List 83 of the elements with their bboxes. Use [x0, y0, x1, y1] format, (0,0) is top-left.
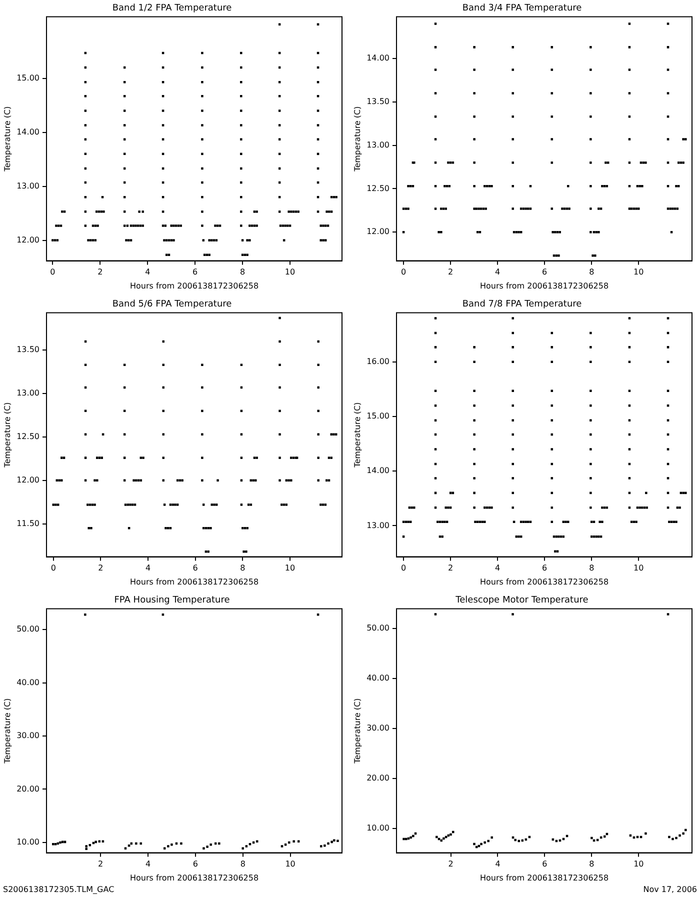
x-tick-label: 4 — [145, 860, 151, 869]
x-tick-label: 0 — [401, 564, 406, 573]
x-tick-label: 8 — [240, 564, 246, 573]
y-tick-label: 12.00 — [366, 227, 390, 236]
x-tick-label: 2 — [448, 860, 454, 869]
x-tick-label: 0 — [50, 564, 56, 573]
x-axis-title: Hours from 2006138172306258 — [480, 577, 609, 586]
x-tick-label: 6 — [192, 860, 198, 869]
y-axis-title: Temperature (C) — [2, 698, 12, 764]
y-axis-title: Temperature (C) — [352, 698, 362, 764]
x-tick-label: 4 — [495, 268, 500, 277]
x-axis-title: Hours from 2006138172306258 — [480, 873, 609, 882]
x-tick-label: 10 — [284, 268, 296, 277]
y-tick-label: 13.00 — [16, 388, 40, 398]
x-axis-title: Hours from 2006138172306258 — [480, 281, 609, 290]
x-tick-label: 8 — [589, 564, 594, 573]
x-tick-label: 6 — [192, 564, 198, 573]
chart-title: Band 5/6 FPA Temperature — [112, 300, 232, 310]
x-tick-label: 6 — [542, 268, 548, 277]
x-tick-label: 0 — [401, 268, 406, 277]
x-axis-title: Hours from 2006138172306258 — [130, 281, 259, 290]
y-tick-label: 13.00 — [366, 520, 390, 530]
y-tick-label: 15.00 — [366, 412, 390, 421]
y-tick-label: 50.00 — [16, 624, 40, 634]
x-axis-title: Hours from 2006138172306258 — [130, 577, 259, 586]
y-tick-label: 50.00 — [366, 623, 390, 632]
y-tick-label: 12.00 — [16, 235, 40, 244]
y-tick-label: 12.50 — [366, 184, 390, 193]
chart-title: Band 3/4 FPA Temperature — [462, 4, 582, 14]
x-tick-label: 4 — [145, 268, 150, 277]
chart-title: FPA Housing Temperature — [114, 596, 230, 606]
y-tick-label: 13.00 — [366, 140, 390, 150]
y-tick-label: 40.00 — [16, 678, 40, 687]
y-tick-label: 13.50 — [16, 345, 40, 354]
y-tick-label: 12.00 — [16, 475, 40, 484]
chart-title: Band 7/8 FPA Temperature — [462, 300, 582, 310]
y-axis-title: Temperature (C) — [352, 106, 362, 172]
x-tick-label: 8 — [589, 860, 594, 869]
y-tick-label: 40.00 — [366, 673, 390, 682]
x-tick-label: 10 — [634, 564, 644, 573]
x-tick-label: 10 — [285, 860, 296, 869]
y-tick-label: 14.00 — [366, 466, 390, 476]
x-tick-label: 4 — [495, 860, 500, 869]
x-tick-label: 6 — [542, 564, 548, 573]
chart-title: Band 1/2 FPA Temperature — [112, 4, 232, 14]
x-tick-label: 2 — [98, 268, 103, 277]
text: S2006138172305.TLM_GAC — [2, 885, 116, 894]
x-tick-label: 10 — [634, 268, 644, 277]
y-tick-label: 10.00 — [16, 838, 40, 847]
y-tick-label: 20.00 — [366, 774, 390, 783]
y-tick-label: 16.00 — [366, 357, 390, 366]
x-tick-label: 2 — [448, 564, 454, 573]
y-tick-label: 13.50 — [366, 96, 390, 106]
x-tick-label: 8 — [240, 268, 246, 277]
x-tick-label: 8 — [240, 860, 246, 869]
x-tick-label: 4 — [495, 564, 500, 573]
x-tick-label: 0 — [50, 268, 56, 277]
point — [603, 835, 606, 838]
x-tick-label: 10 — [284, 564, 296, 573]
y-tick-label: 12.50 — [16, 432, 40, 442]
y-axis-title: Temperature (C) — [352, 402, 362, 468]
y-tick-label: 30.00 — [16, 731, 40, 740]
y-tick-label: 14.00 — [16, 127, 40, 136]
y-tick-label: 20.00 — [16, 784, 40, 794]
x-tick-label: 8 — [589, 268, 594, 277]
x-tick-label: 2 — [98, 564, 104, 573]
y-tick-label: 11.50 — [16, 518, 40, 528]
chart-title: Telescope Motor Temperature — [454, 596, 589, 606]
y-axis-title: Temperature (C) — [2, 402, 12, 468]
x-tick-label: 2 — [98, 860, 104, 869]
x-tick-label: 2 — [448, 268, 454, 277]
y-tick-label: 15.00 — [16, 73, 40, 82]
x-tick-label: 6 — [192, 268, 198, 277]
x-tick-label: 4 — [145, 564, 151, 573]
y-tick-label: 10.00 — [366, 824, 390, 833]
y-tick-label: 14.00 — [366, 54, 390, 63]
y-tick-label: 13.00 — [16, 181, 40, 190]
x-axis-title: Hours from 2006138172306258 — [130, 873, 259, 882]
x-tick-label: 10 — [634, 860, 644, 869]
y-axis-title: Temperature (C) — [2, 106, 12, 172]
text: Nov 17, 2006 — [642, 885, 698, 894]
y-tick-label: 30.00 — [366, 723, 390, 732]
x-tick-label: 6 — [542, 860, 548, 869]
